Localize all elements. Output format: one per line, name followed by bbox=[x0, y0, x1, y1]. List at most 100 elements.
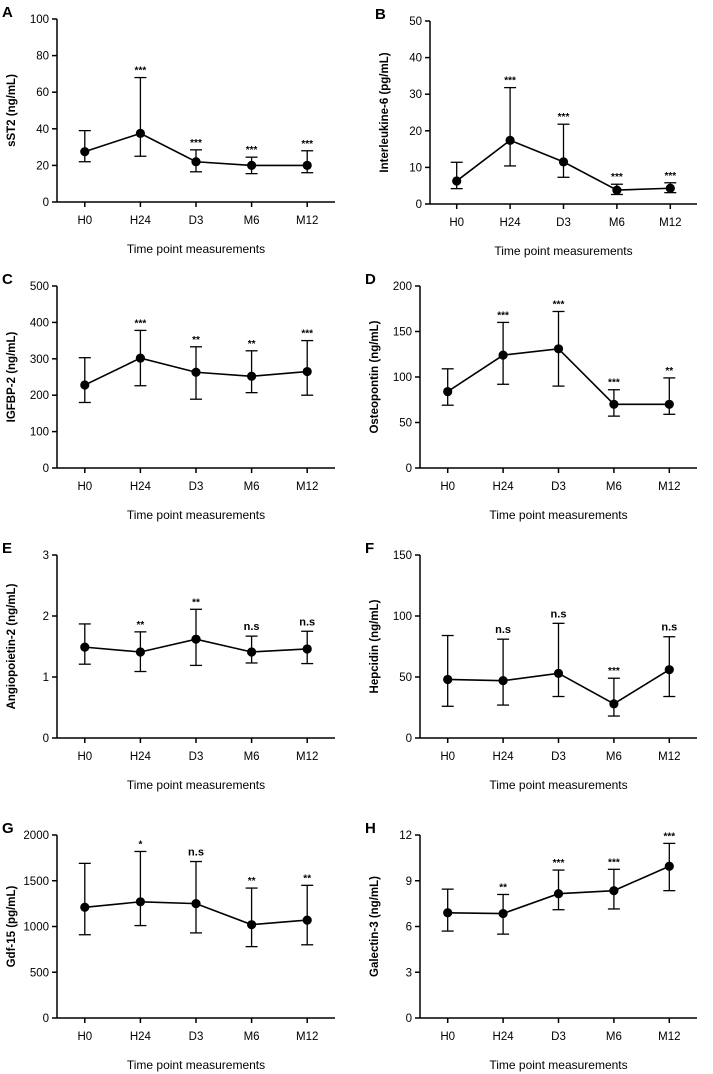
panel-letter: D bbox=[365, 271, 376, 288]
significance-label: n.s bbox=[244, 621, 260, 633]
y-axis-title: Angiopoietin-2 (ng/mL) bbox=[6, 583, 18, 709]
x-tick-label: M6 bbox=[244, 215, 260, 227]
x-tick-label: H24 bbox=[500, 217, 522, 229]
data-point bbox=[612, 185, 622, 195]
x-axis-title: Time point measurements bbox=[489, 508, 627, 522]
data-point bbox=[302, 644, 312, 654]
chart-panel-e: E 0 1 2 3 H0 H24 D3 M6 M12 Angiopoietin-2 (ng/mL) T… bbox=[2, 540, 335, 792]
x-tick-label: H24 bbox=[493, 1031, 515, 1043]
data-point bbox=[553, 344, 564, 354]
data-point bbox=[80, 902, 90, 912]
significance-label: *** bbox=[663, 831, 675, 842]
x-tick-label: D3 bbox=[189, 215, 204, 227]
significance-label: *** bbox=[664, 171, 676, 182]
data-point bbox=[135, 897, 145, 907]
y-axis-title: Hepcidin (ng/mL) bbox=[369, 599, 381, 693]
y-tick-label: 2 bbox=[43, 611, 49, 623]
y-tick-label: 40 bbox=[36, 124, 49, 136]
y-tick-label: 3 bbox=[406, 967, 412, 979]
data-point bbox=[609, 399, 619, 409]
x-tick-label: H0 bbox=[440, 751, 455, 763]
data-point bbox=[247, 160, 257, 170]
x-axis-title: Time point measurements bbox=[489, 1058, 627, 1072]
x-tick-label: H24 bbox=[130, 481, 152, 493]
data-point bbox=[247, 647, 257, 657]
data-point bbox=[665, 183, 675, 193]
x-tick-label: H24 bbox=[493, 751, 515, 763]
data-point bbox=[302, 915, 312, 925]
y-tick-label: 100 bbox=[393, 372, 412, 384]
significance-label: ** bbox=[303, 873, 311, 884]
x-tick-label: H24 bbox=[130, 751, 152, 763]
x-tick-label: H0 bbox=[449, 217, 464, 229]
y-tick-label: 100 bbox=[30, 14, 49, 26]
x-tick-label: D3 bbox=[551, 1031, 566, 1043]
data-point bbox=[553, 668, 564, 678]
significance-label: ** bbox=[192, 597, 200, 608]
y-tick-label: 60 bbox=[36, 87, 49, 99]
y-tick-label: 20 bbox=[409, 126, 422, 138]
significance-label: n.s bbox=[551, 608, 567, 620]
y-tick-label: 50 bbox=[399, 672, 412, 684]
x-tick-label: M12 bbox=[296, 481, 318, 493]
significance-label: n.s bbox=[188, 847, 204, 859]
panel-letter: C bbox=[2, 271, 13, 288]
significance-label: ** bbox=[499, 882, 507, 893]
y-tick-label: 1500 bbox=[23, 876, 49, 888]
panel-letter: B bbox=[375, 6, 386, 23]
y-tick-label: 80 bbox=[36, 51, 49, 63]
x-tick-label: H24 bbox=[130, 1031, 152, 1043]
data-point bbox=[191, 634, 201, 644]
x-axis-title: Time point measurements bbox=[489, 778, 627, 792]
data-point bbox=[302, 160, 312, 170]
x-tick-label: M6 bbox=[606, 751, 622, 763]
y-tick-label: 100 bbox=[393, 611, 412, 623]
y-tick-label: 0 bbox=[43, 1013, 49, 1025]
data-point bbox=[498, 908, 508, 919]
y-tick-label: 40 bbox=[409, 53, 422, 65]
x-tick-label: M12 bbox=[658, 751, 680, 763]
x-tick-label: H0 bbox=[77, 215, 92, 227]
data-point bbox=[80, 642, 90, 652]
x-axis-title: Time point measurements bbox=[127, 508, 265, 522]
data-point bbox=[664, 861, 674, 871]
data-point bbox=[191, 899, 201, 909]
x-tick-label: M6 bbox=[244, 751, 260, 763]
significance-label: *** bbox=[608, 378, 620, 389]
significance-label: ** bbox=[192, 335, 200, 346]
y-tick-label: 6 bbox=[406, 922, 412, 934]
y-tick-label: 0 bbox=[406, 1013, 412, 1025]
y-tick-label: 1000 bbox=[23, 922, 49, 934]
panel-letter: F bbox=[365, 540, 374, 557]
panel-letter: H bbox=[365, 820, 376, 837]
x-axis-title: Time point measurements bbox=[127, 778, 265, 792]
significance-label: *** bbox=[558, 112, 570, 123]
data-point bbox=[664, 399, 674, 409]
x-tick-label: M6 bbox=[244, 481, 260, 493]
x-tick-label: M12 bbox=[296, 1031, 318, 1043]
y-tick-label: 20 bbox=[36, 160, 49, 172]
significance-label: *** bbox=[608, 666, 620, 677]
x-tick-label: D3 bbox=[189, 481, 204, 493]
data-point bbox=[498, 350, 508, 360]
data-point bbox=[80, 147, 90, 157]
y-tick-label: 1 bbox=[43, 672, 49, 684]
x-tick-label: H24 bbox=[493, 481, 515, 493]
significance-label: ** bbox=[137, 620, 145, 631]
chart-panel-d: D 0 50 100 150 200 H0 H24 D3 M6 M12 Osteopontin (ng… bbox=[365, 271, 697, 522]
y-axis-title: IGFBP-2 (ng/mL) bbox=[6, 331, 18, 422]
y-tick-label: 50 bbox=[399, 418, 412, 430]
data-point bbox=[247, 920, 257, 930]
significance-label: *** bbox=[301, 139, 313, 150]
y-axis-title: sST2 (ng/mL) bbox=[6, 74, 18, 147]
panel-letter: A bbox=[2, 4, 13, 21]
significance-label: *** bbox=[504, 76, 516, 87]
x-axis-title: Time point measurements bbox=[494, 244, 632, 258]
significance-label: n.s bbox=[661, 622, 677, 634]
significance-label: ** bbox=[248, 876, 256, 887]
significance-label: n.s bbox=[299, 616, 315, 628]
significance-label: *** bbox=[135, 318, 147, 329]
data-point bbox=[443, 674, 453, 685]
data-point bbox=[191, 367, 201, 377]
